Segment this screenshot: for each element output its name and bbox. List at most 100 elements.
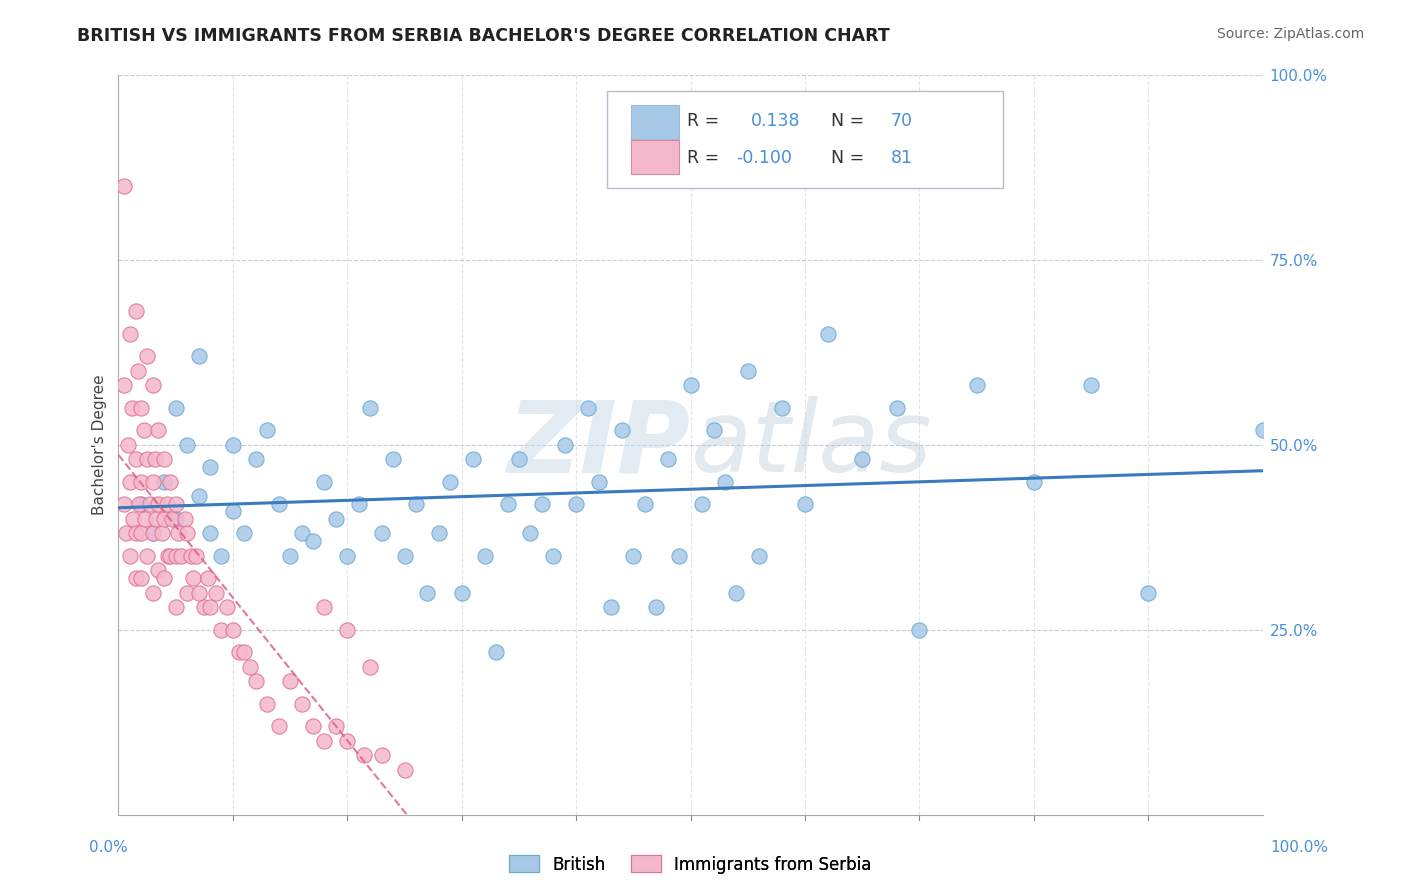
Point bbox=[165, 401, 187, 415]
Point bbox=[198, 526, 221, 541]
Point bbox=[554, 437, 576, 451]
Point bbox=[645, 600, 668, 615]
Point bbox=[714, 475, 737, 489]
Point bbox=[256, 423, 278, 437]
Point bbox=[347, 497, 370, 511]
Point bbox=[336, 733, 359, 747]
Point bbox=[599, 600, 621, 615]
Point bbox=[256, 697, 278, 711]
Point bbox=[325, 511, 347, 525]
Text: R =: R = bbox=[688, 112, 720, 130]
Point bbox=[610, 423, 633, 437]
Point bbox=[181, 571, 204, 585]
Point bbox=[145, 511, 167, 525]
Point bbox=[132, 423, 155, 437]
Point bbox=[124, 304, 146, 318]
Point bbox=[187, 489, 209, 503]
Point bbox=[222, 437, 245, 451]
Point bbox=[198, 459, 221, 474]
Point bbox=[148, 563, 170, 577]
Point bbox=[228, 645, 250, 659]
Point bbox=[187, 585, 209, 599]
Point bbox=[370, 526, 392, 541]
Text: 0.138: 0.138 bbox=[751, 112, 801, 130]
Point bbox=[117, 437, 139, 451]
Point bbox=[336, 623, 359, 637]
Point bbox=[966, 378, 988, 392]
Point bbox=[325, 719, 347, 733]
Point bbox=[148, 423, 170, 437]
Point bbox=[245, 452, 267, 467]
Point bbox=[186, 549, 208, 563]
Text: R =: R = bbox=[688, 149, 720, 167]
Point bbox=[165, 511, 187, 525]
Point bbox=[122, 511, 145, 525]
Point bbox=[131, 497, 153, 511]
Text: N =: N = bbox=[831, 112, 865, 130]
Point bbox=[142, 585, 165, 599]
Point bbox=[165, 600, 187, 615]
Point bbox=[176, 585, 198, 599]
Y-axis label: Bachelor's Degree: Bachelor's Degree bbox=[93, 375, 107, 515]
Point bbox=[233, 526, 256, 541]
Point bbox=[450, 585, 472, 599]
Point bbox=[118, 475, 141, 489]
Point bbox=[131, 401, 153, 415]
Point bbox=[588, 475, 610, 489]
Point bbox=[439, 475, 461, 489]
Point bbox=[142, 378, 165, 392]
Point bbox=[851, 452, 873, 467]
Point bbox=[139, 497, 162, 511]
Point bbox=[278, 674, 301, 689]
Point bbox=[519, 526, 541, 541]
Point bbox=[621, 549, 644, 563]
Text: ZIP: ZIP bbox=[508, 396, 690, 493]
Point bbox=[770, 401, 793, 415]
Point bbox=[131, 526, 153, 541]
Point bbox=[197, 571, 219, 585]
Point bbox=[565, 497, 588, 511]
Point bbox=[657, 452, 679, 467]
Point bbox=[187, 349, 209, 363]
Point bbox=[463, 452, 485, 467]
Point bbox=[679, 378, 702, 392]
Point bbox=[737, 363, 759, 377]
Point bbox=[668, 549, 690, 563]
Point bbox=[153, 511, 176, 525]
Point bbox=[121, 401, 143, 415]
Point bbox=[245, 674, 267, 689]
Point bbox=[143, 452, 166, 467]
Point bbox=[127, 363, 149, 377]
Point bbox=[1251, 423, 1274, 437]
Point bbox=[176, 437, 198, 451]
Point bbox=[336, 549, 359, 563]
Point bbox=[136, 452, 159, 467]
Point bbox=[543, 549, 565, 563]
Text: 70: 70 bbox=[891, 112, 912, 130]
Point bbox=[394, 763, 416, 777]
Point bbox=[156, 549, 179, 563]
Point bbox=[314, 475, 336, 489]
Point bbox=[725, 585, 748, 599]
Point bbox=[290, 526, 312, 541]
Point bbox=[176, 526, 198, 541]
Point bbox=[217, 600, 239, 615]
Text: 100.0%: 100.0% bbox=[1271, 840, 1329, 855]
Point bbox=[394, 549, 416, 563]
Point bbox=[278, 549, 301, 563]
Point bbox=[382, 452, 405, 467]
Point bbox=[136, 549, 159, 563]
Point bbox=[112, 178, 135, 193]
Point bbox=[222, 623, 245, 637]
Point bbox=[576, 401, 599, 415]
Point bbox=[314, 600, 336, 615]
Point bbox=[267, 719, 290, 733]
Point bbox=[233, 645, 256, 659]
Point bbox=[198, 600, 221, 615]
Point bbox=[148, 497, 170, 511]
Point bbox=[118, 549, 141, 563]
Point bbox=[165, 497, 187, 511]
Point bbox=[239, 659, 262, 673]
Point bbox=[359, 659, 381, 673]
Point bbox=[193, 600, 215, 615]
